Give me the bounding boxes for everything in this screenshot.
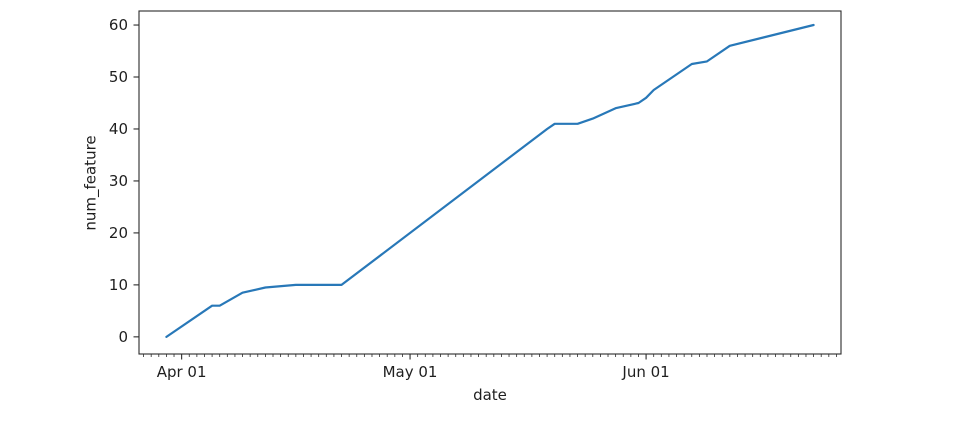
- x-tick-label: Jun 01: [621, 363, 669, 381]
- x-tick-label: Apr 01: [157, 363, 207, 381]
- plot-border: [138, 10, 842, 355]
- x-tick-label: May 01: [383, 363, 438, 381]
- y-tick-label: 0: [118, 328, 128, 346]
- y-tick-label: 40: [109, 120, 128, 138]
- x-axis-label: date: [473, 386, 507, 404]
- y-tick-label: 20: [109, 224, 128, 242]
- y-axis-label: num_feature: [81, 135, 100, 231]
- data-line: [165, 23, 815, 338]
- y-tick-label: 60: [109, 16, 128, 34]
- y-tick-label: 50: [109, 68, 128, 86]
- y-tick-label: 10: [109, 276, 128, 294]
- y-tick-label: 30: [109, 172, 128, 190]
